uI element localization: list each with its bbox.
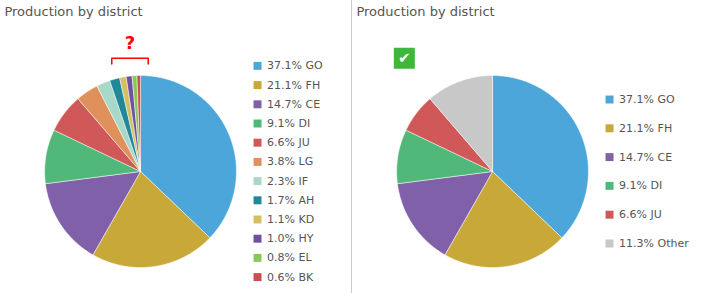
svg-text:1.1% KD: 1.1% KD [267,213,314,226]
svg-text:Production by district: Production by district [4,3,142,18]
svg-text:21.1% FH: 21.1% FH [619,121,672,134]
svg-text:14.7% CE: 14.7% CE [619,150,672,163]
svg-text:21.1% FH: 21.1% FH [267,78,320,91]
svg-text:1.0% HY: 1.0% HY [267,232,314,245]
svg-text:0.8% EL: 0.8% EL [267,251,312,264]
svg-text:3.8% LG: 3.8% LG [267,155,313,168]
svg-text:✔: ✔ [398,49,411,67]
svg-text:6.6% JU: 6.6% JU [619,208,662,221]
svg-text:0.6% BK: 0.6% BK [267,270,314,283]
svg-text:11.3% Other: 11.3% Other [619,237,689,250]
svg-text:?: ? [124,31,134,52]
svg-text:37.1% GO: 37.1% GO [267,59,323,72]
svg-text:14.7% CE: 14.7% CE [267,97,320,110]
svg-text:1.7% AH: 1.7% AH [267,193,314,206]
svg-text:2.3% IF: 2.3% IF [267,174,308,187]
svg-text:37.1% GO: 37.1% GO [619,93,675,106]
svg-text:9.1% DI: 9.1% DI [619,179,662,192]
svg-text:9.1% DI: 9.1% DI [267,117,310,130]
svg-text:Production by district: Production by district [356,3,494,18]
svg-text:6.6% JU: 6.6% JU [267,136,310,149]
